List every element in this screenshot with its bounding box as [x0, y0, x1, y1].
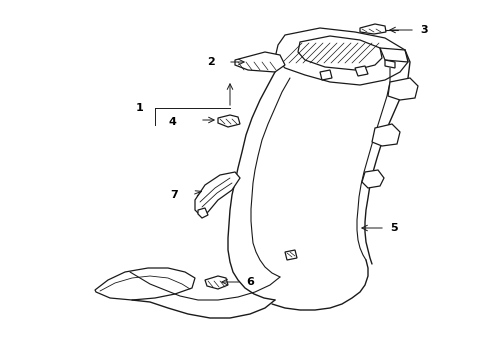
Polygon shape — [274, 28, 407, 85]
Polygon shape — [285, 250, 296, 260]
Text: 1: 1 — [135, 103, 142, 113]
Polygon shape — [218, 115, 240, 127]
Polygon shape — [384, 60, 394, 68]
Polygon shape — [319, 70, 331, 80]
Polygon shape — [95, 268, 195, 300]
Polygon shape — [235, 52, 285, 72]
Polygon shape — [297, 36, 381, 70]
Polygon shape — [204, 276, 227, 289]
Text: 5: 5 — [389, 223, 397, 233]
Polygon shape — [371, 124, 399, 146]
Polygon shape — [198, 208, 207, 218]
Polygon shape — [379, 48, 407, 62]
Polygon shape — [354, 66, 367, 76]
Polygon shape — [195, 172, 240, 215]
Text: 4: 4 — [168, 117, 176, 127]
Text: 2: 2 — [207, 57, 215, 67]
Polygon shape — [361, 170, 383, 188]
Text: 6: 6 — [245, 277, 253, 287]
Polygon shape — [387, 78, 417, 100]
Text: 7: 7 — [170, 190, 178, 200]
Text: 3: 3 — [419, 25, 427, 35]
Polygon shape — [359, 24, 385, 34]
